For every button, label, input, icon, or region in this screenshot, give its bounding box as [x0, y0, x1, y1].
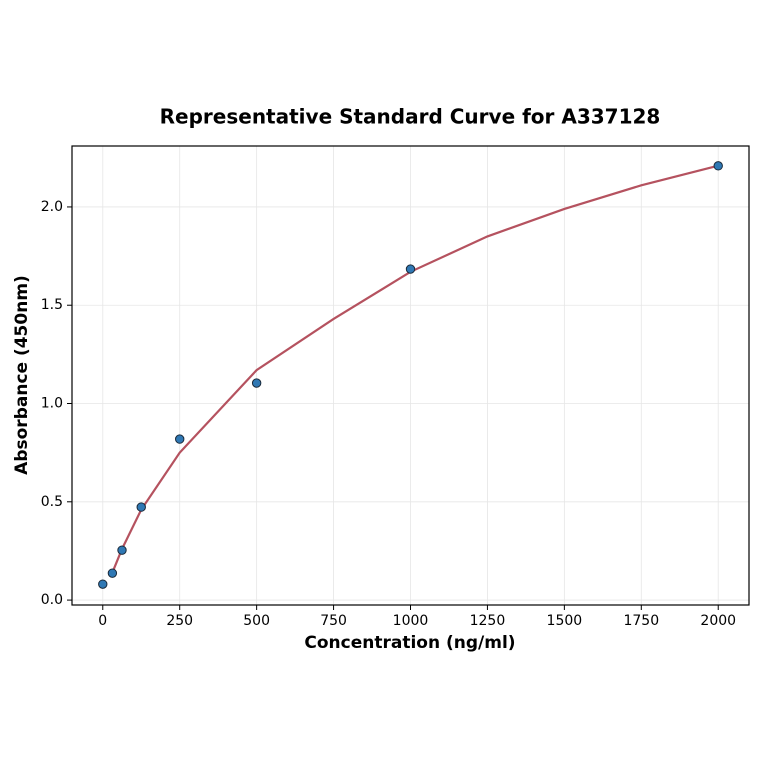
- y-tick-label: 1.0: [41, 396, 63, 412]
- x-tick-label: 1750: [623, 613, 659, 629]
- x-tick-label: 1000: [393, 613, 429, 629]
- x-tick-label: 1500: [547, 613, 583, 629]
- data-point: [251, 378, 262, 388]
- x-tick-label: 2000: [700, 613, 736, 629]
- data-point: [136, 502, 146, 512]
- y-tick-label: 0.0: [41, 592, 63, 608]
- y-axis-label: Absorbance (450nm): [12, 275, 32, 475]
- plot-frame: [71, 145, 750, 606]
- chart-title: Representative Standard Curve for A33712…: [160, 105, 661, 129]
- data-point: [107, 568, 118, 578]
- x-tick-label: 250: [166, 613, 193, 629]
- y-tick-label: 1.5: [41, 297, 63, 313]
- data-point: [98, 579, 108, 589]
- x-tick-label: 750: [320, 613, 347, 629]
- x-axis-label: Concentration (ng/ml): [304, 633, 515, 653]
- y-tick-label: 2.0: [41, 199, 63, 215]
- x-tick-label: 1250: [470, 613, 506, 629]
- y-tick-label: 0.5: [41, 494, 63, 510]
- data-point: [175, 434, 185, 444]
- data-point: [117, 545, 127, 555]
- data-point: [713, 161, 723, 171]
- data-point: [405, 264, 416, 274]
- x-tick-label: 0: [98, 613, 107, 629]
- x-tick-label: 500: [243, 613, 270, 629]
- fit-curve: [111, 164, 719, 573]
